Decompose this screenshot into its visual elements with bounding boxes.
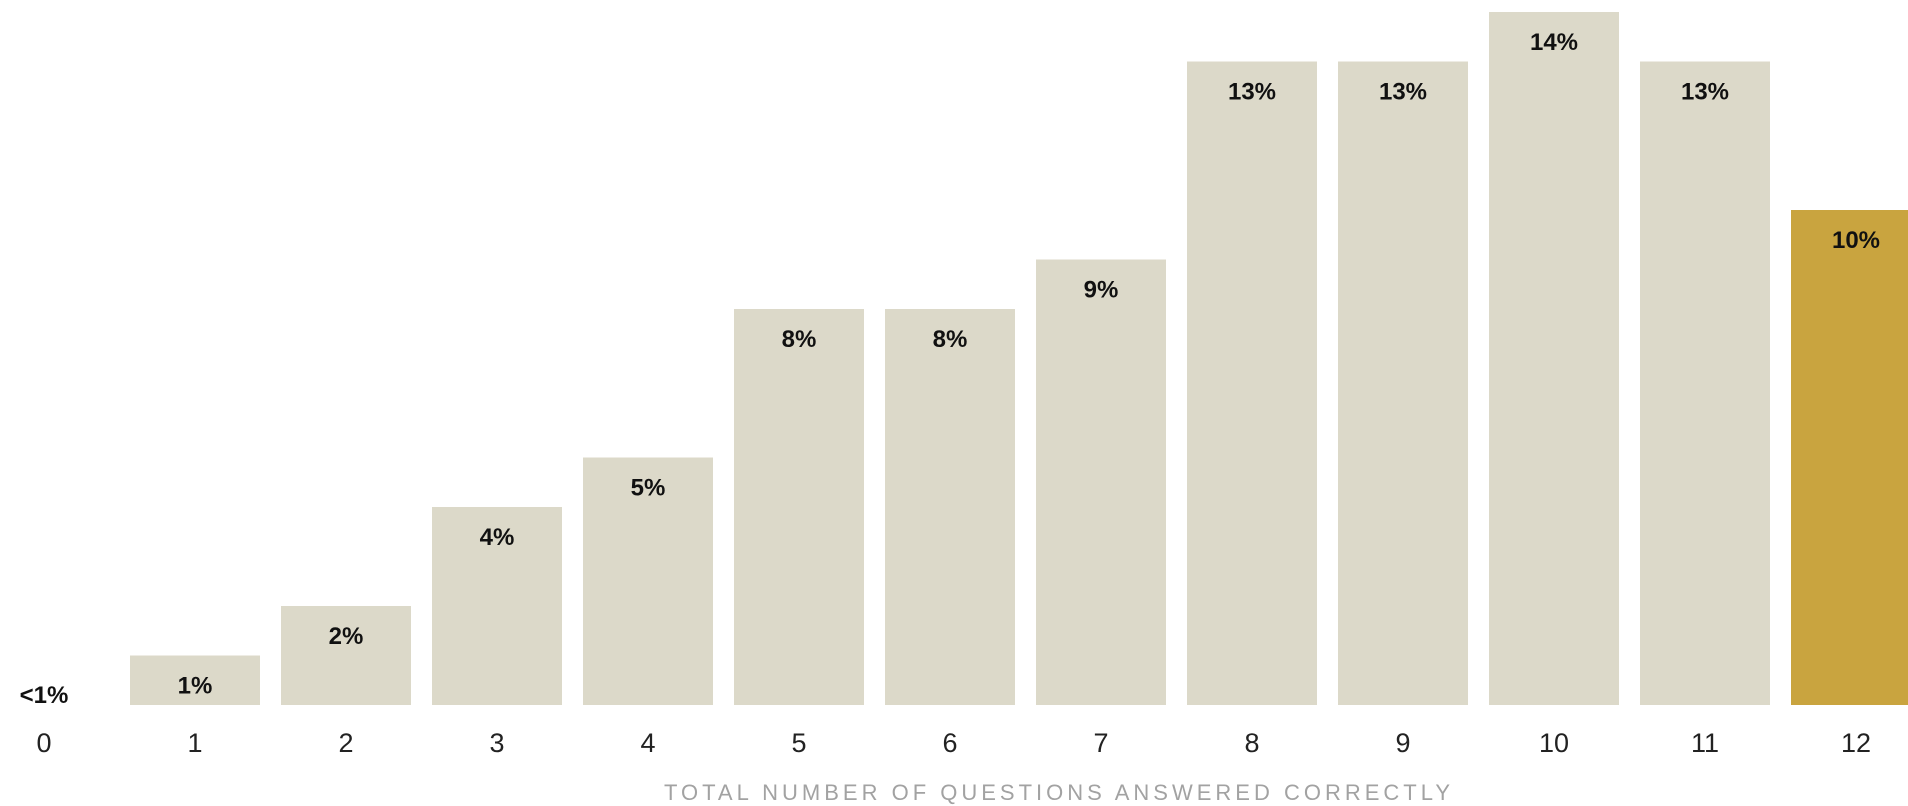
value-label-12: 10% xyxy=(1832,227,1880,254)
bar-10 xyxy=(1489,12,1619,705)
bar-7 xyxy=(1036,259,1166,705)
bar-9 xyxy=(1338,61,1468,705)
value-labels-group: <1% 1% 2% 4% 5% 8% 8% 9% 13% 13% 14% 13% 10% xyxy=(20,29,1880,709)
x-tick-3: 3 xyxy=(489,728,504,758)
x-tick-8: 8 xyxy=(1244,728,1259,758)
x-tick-10: 10 xyxy=(1539,728,1569,758)
bar-1 xyxy=(130,655,260,705)
value-label-0: <1% xyxy=(20,682,69,709)
bar-5 xyxy=(734,309,864,705)
x-tick-1: 1 xyxy=(187,728,202,758)
value-label-1: 1% xyxy=(178,673,213,700)
value-label-10: 14% xyxy=(1530,29,1578,56)
x-tick-6: 6 xyxy=(942,728,957,758)
bar-4 xyxy=(583,457,713,705)
bar-8 xyxy=(1187,61,1317,705)
bar-3 xyxy=(432,507,562,705)
bars-group xyxy=(130,12,1908,705)
x-tick-7: 7 xyxy=(1093,728,1108,758)
x-tick-0: 0 xyxy=(36,728,51,758)
x-tick-labels-group: 0 1 2 3 4 5 6 7 8 9 10 11 12 xyxy=(36,728,1871,758)
bar-2 xyxy=(281,606,411,705)
value-label-9: 13% xyxy=(1379,79,1427,106)
value-label-6: 8% xyxy=(933,326,968,353)
value-label-5: 8% xyxy=(782,326,817,353)
value-label-7: 9% xyxy=(1084,277,1119,304)
x-tick-4: 4 xyxy=(640,728,655,758)
value-label-3: 4% xyxy=(480,524,515,551)
value-label-8: 13% xyxy=(1228,79,1276,106)
x-tick-2: 2 xyxy=(338,728,353,758)
x-tick-11: 11 xyxy=(1691,728,1719,758)
value-label-4: 5% xyxy=(631,475,666,502)
x-tick-5: 5 xyxy=(791,728,806,758)
value-label-2: 2% xyxy=(329,623,364,650)
x-tick-12: 12 xyxy=(1841,728,1871,758)
bar-12 xyxy=(1791,210,1908,705)
x-axis-title: TOTAL NUMBER OF QUESTIONS ANSWERED CORRE… xyxy=(664,780,1454,805)
bar-11 xyxy=(1640,61,1770,705)
x-tick-9: 9 xyxy=(1395,728,1410,758)
bar-6 xyxy=(885,309,1015,705)
value-label-11: 13% xyxy=(1681,79,1729,106)
